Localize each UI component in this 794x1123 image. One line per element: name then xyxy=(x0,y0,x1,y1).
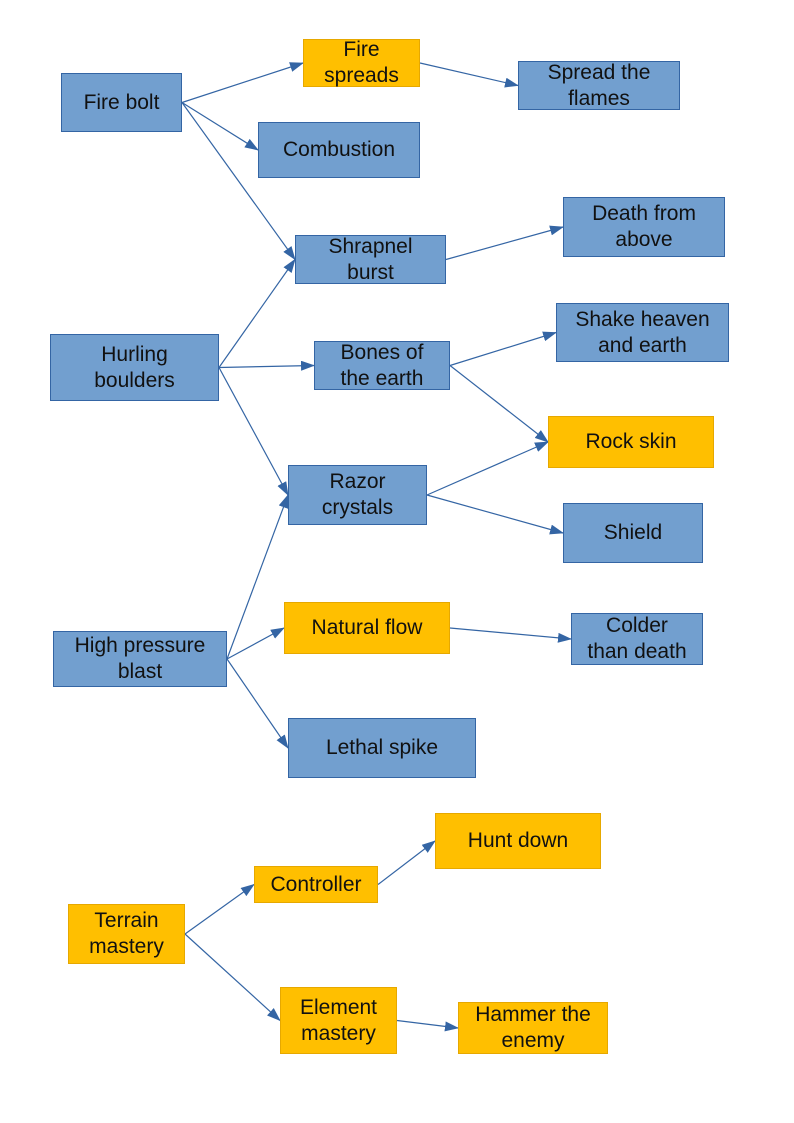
node-combustion: Combustion xyxy=(258,122,420,178)
node-shield: Shield xyxy=(563,503,703,563)
node-shake-heaven-and-earth: Shake heaven and earth xyxy=(556,303,729,362)
node-fire-bolt: Fire bolt xyxy=(61,73,182,132)
arrow-controller-to-hunt-down xyxy=(377,840,436,885)
arrow-fire-bolt-to-fire-spreads xyxy=(181,62,304,104)
arrow-hurling-boulders-to-bones-of-the-earth xyxy=(218,360,315,371)
arrow-natural-flow-to-colder-than-death xyxy=(449,627,572,643)
arrow-razor-crystals-to-shield xyxy=(426,494,564,535)
arrow-high-pressure-to-natural-flow xyxy=(226,627,285,660)
arrow-fire-bolt-to-shrapnel-burst xyxy=(181,102,296,261)
arrow-terrain-mastery-to-element-mastery xyxy=(184,933,281,1022)
arrow-razor-crystals-to-rock-skin xyxy=(426,441,549,496)
node-fire-spreads: Fire spreads xyxy=(303,38,420,87)
arrow-bones-of-the-earth-to-shake-heaven xyxy=(449,331,557,367)
node-rock-skin: Rock skin xyxy=(548,416,714,468)
node-terrain-mastery: Terrain mastery xyxy=(68,904,185,964)
arrow-terrain-mastery-to-controller xyxy=(184,883,255,935)
arrow-high-pressure-to-lethal-spike xyxy=(226,658,289,749)
arrow-fire-bolt-to-combustion xyxy=(181,101,259,151)
arrow-element-mastery-to-hammer-the-enemy xyxy=(396,1019,459,1032)
node-hunt-down: Hunt down xyxy=(435,813,601,869)
node-colder-than-death: Colder than death xyxy=(571,613,703,665)
node-death-from-above: Death from above xyxy=(563,197,725,257)
arrow-hurling-boulders-to-shrapnel-burst xyxy=(218,258,296,368)
node-controller: Controller xyxy=(254,866,378,903)
arrow-high-pressure-to-razor-crystals xyxy=(226,494,289,660)
node-element-mastery: Element mastery xyxy=(280,987,397,1054)
arrow-hurling-boulders-to-razor-crystals xyxy=(218,367,289,496)
node-hurling-boulders: Hurling boulders xyxy=(50,334,219,401)
node-spread-the-flames: Spread the flames xyxy=(518,61,680,110)
arrow-bones-of-the-earth-to-rock-skin xyxy=(449,365,549,443)
node-lethal-spike: Lethal spike xyxy=(288,718,476,778)
node-high-pressure-blast: High pressure blast xyxy=(53,631,227,687)
arrow-fire-spreads-to-spread-the-flames xyxy=(419,62,519,88)
node-razor-crystals: Razor crystals xyxy=(288,465,427,525)
node-shrapnel-burst: Shrapnel burst xyxy=(295,235,446,284)
node-bones-of-the-earth: Bones of the earth xyxy=(314,341,450,390)
arrow-shrapnel-burst-to-death-from-above xyxy=(445,225,564,261)
node-hammer-the-enemy: Hammer the enemy xyxy=(458,1002,608,1054)
node-natural-flow: Natural flow xyxy=(284,602,450,654)
